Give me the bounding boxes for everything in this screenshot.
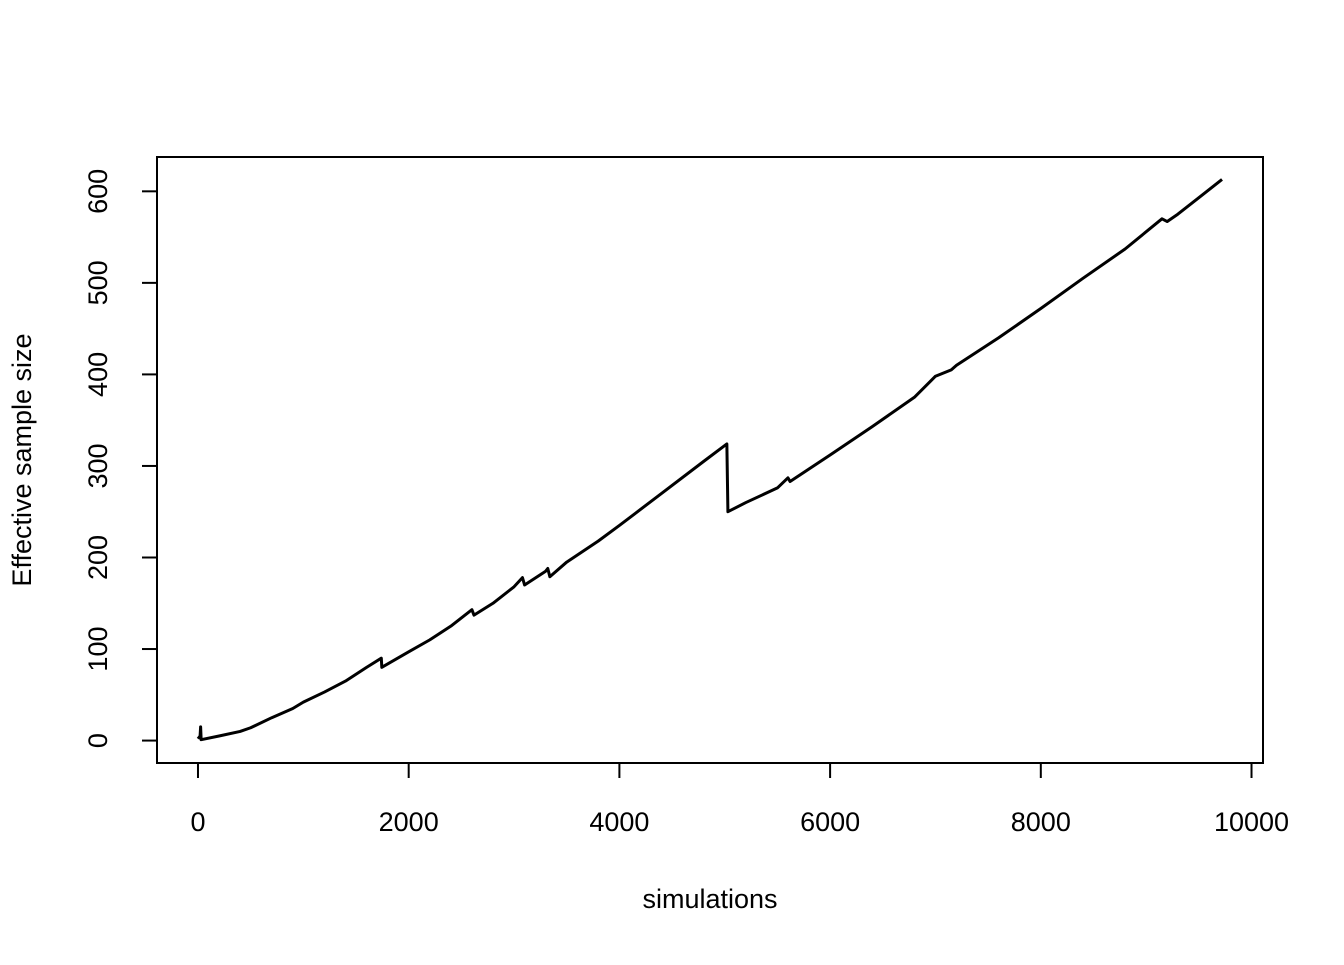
y-tick-label: 0 xyxy=(83,733,113,748)
y-tick-label: 300 xyxy=(83,443,113,488)
y-axis-label: Effective sample size xyxy=(7,333,37,586)
x-tick-label: 6000 xyxy=(800,807,860,837)
y-tick-label: 100 xyxy=(83,627,113,672)
y-tick-label: 600 xyxy=(83,169,113,214)
y-tick-label: 400 xyxy=(83,352,113,397)
x-axis-label: simulations xyxy=(642,884,777,914)
plot-box xyxy=(156,156,1264,764)
data-line xyxy=(196,178,1223,742)
x-tick-label: 4000 xyxy=(589,807,649,837)
x-tick-label: 10000 xyxy=(1214,807,1289,837)
x-tick-label: 0 xyxy=(190,807,205,837)
x-tick-label: 8000 xyxy=(1011,807,1071,837)
y-tick-label: 200 xyxy=(83,535,113,580)
y-tick-label: 500 xyxy=(83,260,113,305)
x-tick-label: 2000 xyxy=(379,807,439,837)
